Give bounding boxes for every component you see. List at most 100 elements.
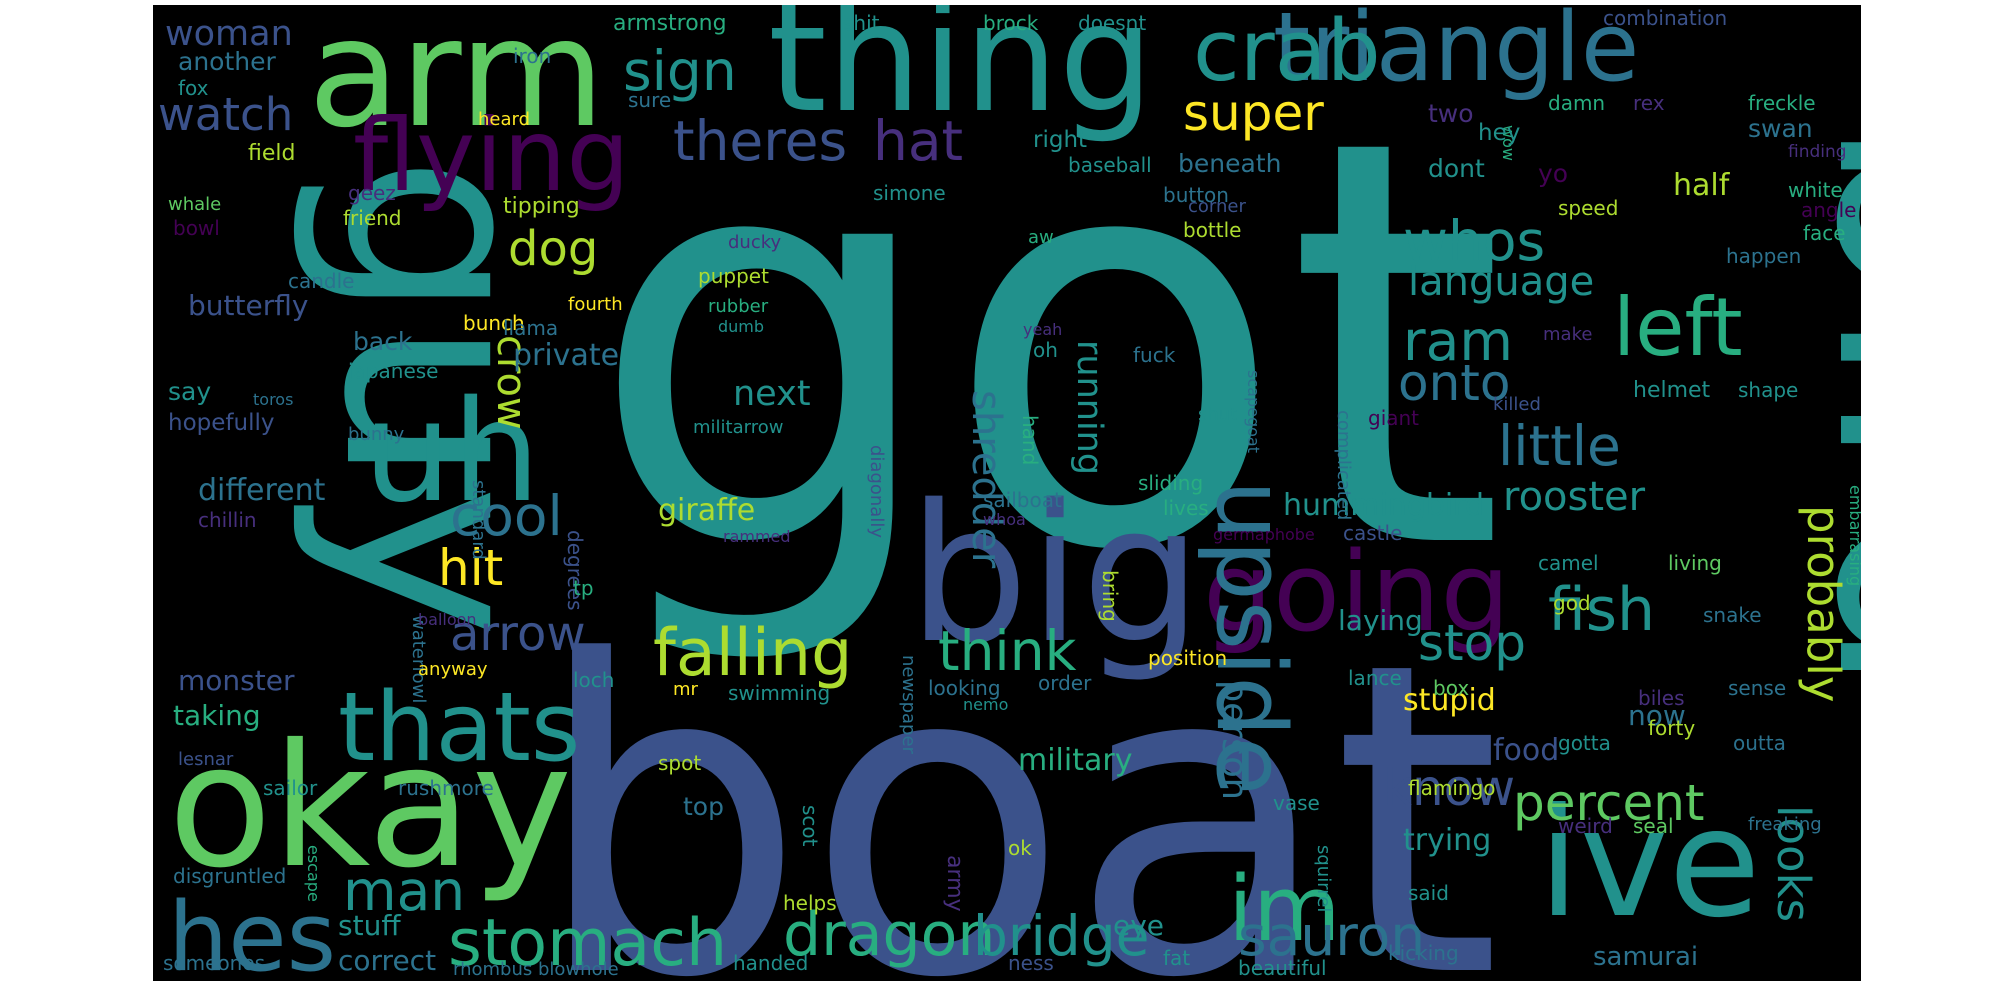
cloud-word-little: little	[1498, 414, 1621, 478]
cloud-word-bottle: bottle	[1183, 218, 1241, 242]
cloud-word-next: next	[733, 374, 811, 414]
cloud-word-gotta: gotta	[1558, 731, 1611, 755]
cloud-word-vase: vase	[1273, 791, 1320, 815]
cloud-word-whale: whale	[168, 194, 221, 215]
cloud-word-food: food	[1493, 733, 1559, 768]
cloud-word-crab: crab	[1193, 5, 1381, 101]
cloud-word-shape: shape	[1738, 378, 1798, 402]
cloud-word-ive: ive	[1538, 777, 1761, 951]
cloud-word-wow: wow	[1499, 125, 1518, 161]
cloud-word-oh: oh	[1033, 338, 1058, 362]
cloud-word-ram: ram	[1403, 309, 1513, 373]
cloud-word-said: said	[1408, 881, 1449, 905]
cloud-word-lives: lives	[1163, 496, 1209, 520]
cloud-word-giant: giant	[1368, 406, 1419, 430]
cloud-word-finding: finding	[1788, 142, 1847, 162]
cloud-word-bunch: bunch	[463, 311, 525, 335]
cloud-word-camel: camel	[1538, 551, 1599, 575]
cloud-word-language: language	[1408, 259, 1594, 305]
cloud-word-eye: eye	[1113, 909, 1164, 942]
cloud-word-bunny: bunny	[348, 424, 405, 445]
cloud-word-know: know	[1383, 759, 1515, 817]
cloud-word-friend: friend	[343, 206, 402, 230]
cloud-word-hummingbird: hummingbird	[1283, 488, 1484, 523]
cloud-word-think: think	[938, 619, 1077, 683]
cloud-word-dog: dog	[508, 221, 598, 277]
cloud-word-field: field	[248, 141, 295, 166]
cloud-word-japanese: japanese	[347, 359, 438, 383]
cloud-word-monster: monster	[178, 664, 295, 697]
cloud-word-scapegoat: scapegoat	[1244, 370, 1263, 453]
cloud-word-shut: shut	[1198, 404, 1237, 425]
cloud-word-now: now	[1628, 699, 1686, 732]
cloud-word-hes: hes	[168, 883, 336, 981]
cloud-word-outta: outta	[1733, 731, 1786, 755]
cloud-word-crow: crow	[488, 335, 534, 430]
cloud-word-army: army	[942, 855, 967, 912]
cloud-word-kicking: kicking	[1388, 941, 1459, 965]
cloud-word-hopefully: hopefully	[168, 410, 274, 436]
cloud-word-squirrel: squirrel	[1313, 845, 1334, 912]
cloud-word-beautiful: beautiful	[1238, 956, 1327, 980]
cloud-word-embarrasing: embarrasing	[1846, 485, 1861, 586]
cloud-word-someones: someones	[163, 951, 265, 975]
cloud-word-blowhole: blowhole	[538, 959, 619, 980]
cloud-word-castle: castle	[1343, 521, 1402, 545]
cloud-word-make: make	[1543, 324, 1592, 345]
cloud-word-got: got	[588, 21, 1506, 673]
cloud-word-upside: upside	[1195, 480, 1305, 795]
cloud-word-yeah: yeah	[1023, 320, 1062, 339]
cloud-word-whoa: whoa	[983, 510, 1026, 529]
cloud-word-different: different	[198, 473, 326, 508]
cloud-word-militarrow: militarrow	[693, 417, 783, 438]
cloud-word-damn: damn	[1548, 91, 1605, 115]
cloud-word-heard: heard	[478, 109, 530, 130]
cloud-word-fish: fish	[1548, 575, 1655, 645]
cloud-word-flying: flying	[353, 97, 630, 214]
cloud-word-sailor: sailor	[263, 776, 318, 800]
cloud-word-sliding: sliding	[1138, 471, 1203, 495]
cloud-word-rhombus: rhombus	[453, 959, 532, 980]
cloud-word-another: another	[178, 47, 276, 76]
cloud-word-stop: stop	[1418, 614, 1526, 672]
cloud-word-speed: speed	[1558, 196, 1618, 220]
cloud-word-nemo: nemo	[963, 695, 1008, 714]
cloud-word-order: order	[1038, 671, 1092, 695]
cloud-word-tp: tp	[573, 576, 594, 600]
cloud-word-hand: hand	[1018, 415, 1042, 465]
cloud-word-llama: llama	[503, 316, 558, 340]
cloud-word-half: half	[1673, 168, 1731, 203]
cloud-word-watch: watch	[158, 88, 293, 141]
cloud-word-helmet: helmet	[1633, 378, 1711, 403]
cloud-word-brock: brock	[983, 11, 1039, 35]
cloud-word-geez: geez	[348, 181, 396, 205]
cloud-word-rex: rex	[1633, 91, 1665, 115]
cloud-word-looks: looks	[1767, 805, 1820, 922]
cloud-word-ok: ok	[1008, 836, 1032, 860]
cloud-word-tipping: tipping	[503, 194, 580, 219]
cloud-word-shredder: shredder	[963, 390, 1009, 569]
cloud-word-fuck: fuck	[1133, 343, 1176, 367]
cloud-word-bring: bring	[1098, 570, 1122, 622]
cloud-word-uh: uh	[363, 371, 540, 534]
cloud-word-swan: swan	[1748, 114, 1813, 143]
cloud-word-probably: probably	[1797, 505, 1850, 702]
cloud-word-corner: corner	[1188, 196, 1246, 217]
cloud-word-private: private	[513, 338, 619, 373]
cloud-word-weird: weird	[1558, 814, 1613, 838]
cloud-word-sense: sense	[1728, 676, 1786, 700]
cloud-word-bridge: bridge	[973, 904, 1149, 968]
cloud-word-hey: hey	[1478, 120, 1520, 146]
cloud-word-scot: scot	[798, 805, 822, 847]
cloud-word-thing: thing	[768, 5, 1154, 146]
cloud-word-face: face	[1803, 221, 1846, 245]
cloud-word-lesnar: lesnar	[178, 749, 234, 770]
cloud-word-hit: hit	[438, 539, 503, 597]
cloud-word-aw: aw	[1028, 227, 1054, 248]
cloud-word-newspaper: newspaper	[898, 655, 919, 755]
cloud-word-germaphobe: germaphobe	[1213, 525, 1315, 544]
cloud-word-puppet: puppet	[698, 264, 769, 288]
cloud-word-chillin: chillin	[198, 508, 257, 532]
cloud-word-angle: angle	[1801, 198, 1857, 222]
cloud-word-dragon: dragon	[783, 900, 995, 970]
